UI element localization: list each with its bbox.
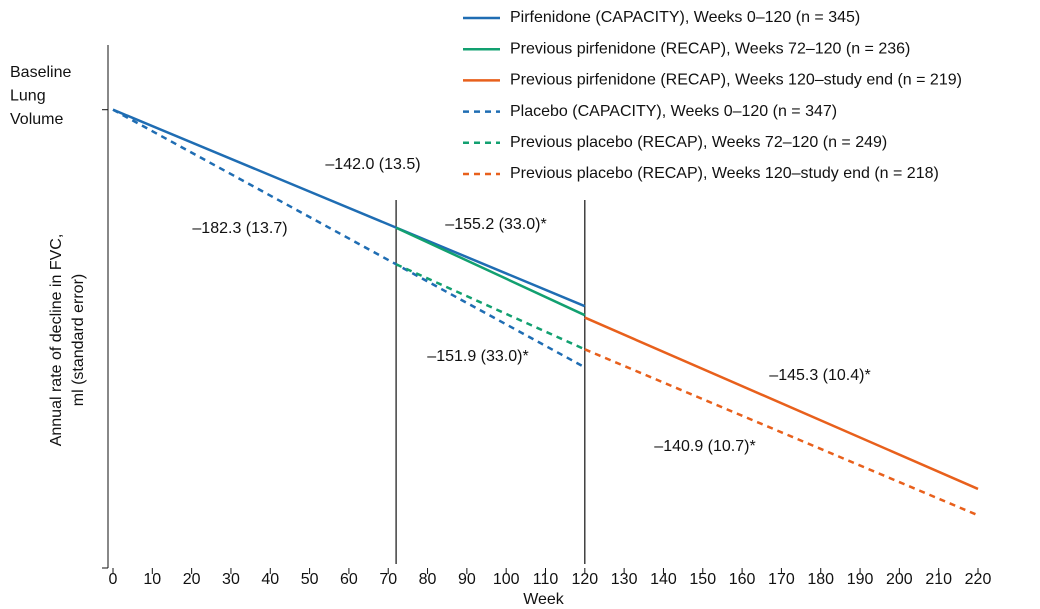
y-tick-label: Volume (10, 111, 63, 128)
x-tick-label: 200 (886, 571, 913, 588)
annotation: –145.3 (10.4)* (769, 367, 870, 384)
series-line (584, 316, 979, 491)
annotation: –140.9 (10.7)* (654, 438, 755, 455)
series-line (395, 226, 586, 317)
x-tick-label: 50 (301, 571, 319, 588)
series-line (395, 263, 586, 351)
legend-label: Previous placebo (RECAP), Weeks 120–stud… (510, 165, 939, 182)
x-tick-label: 170 (768, 571, 795, 588)
x-tick-label: 100 (493, 571, 520, 588)
x-tick-label: 80 (419, 571, 437, 588)
x-tick-label: 40 (261, 571, 279, 588)
x-tick-label: 0 (109, 571, 118, 588)
y-axis-title: Annual rate of decline in FVC, ml (standa… (48, 234, 87, 447)
x-tick-label: 130 (611, 571, 638, 588)
x-tick-label: 20 (183, 571, 201, 588)
x-tick-label: 60 (340, 571, 358, 588)
annotation: –142.0 (13.5) (325, 156, 420, 173)
x-tick-label: 120 (571, 571, 598, 588)
annotation: –155.2 (33.0)* (445, 216, 546, 233)
annotation: –182.3 (13.7) (192, 220, 287, 237)
legend-label: Placebo (CAPACITY), Weeks 0–120 (n = 347… (510, 103, 837, 120)
y-axis-title-line: Annual rate of decline in FVC, (48, 234, 65, 447)
legend-label: Previous placebo (RECAP), Weeks 72–120 (… (510, 134, 887, 151)
legend-label: Previous pirfenidone (RECAP), Weeks 72–1… (510, 40, 910, 57)
x-tick-label: 110 (533, 571, 559, 588)
x-tick-label: 160 (729, 571, 756, 588)
legend-label: Previous pirfenidone (RECAP), Weeks 120–… (510, 72, 962, 89)
x-tick-label: 90 (458, 571, 476, 588)
x-tick-label: 140 (650, 571, 677, 588)
y-axis-title-line: ml (standard error) (70, 274, 87, 406)
series-line (112, 108, 586, 369)
series-line (112, 108, 586, 308)
y-tick-label: Lung (10, 87, 46, 104)
x-tick-label: 10 (143, 571, 161, 588)
x-tick-label: 70 (379, 571, 397, 588)
y-tick-label: Baseline (10, 64, 71, 81)
x-axis-title: Week (523, 591, 565, 608)
x-tick-label: 150 (689, 571, 716, 588)
legend-label: Pirfenidone (CAPACITY), Weeks 0–120 (n =… (510, 9, 860, 26)
x-tick-label: 30 (222, 571, 240, 588)
x-tick-label: 190 (847, 571, 874, 588)
annotation: –151.9 (33.0)* (427, 348, 528, 365)
x-tick-label: 220 (965, 571, 992, 588)
x-tick-label: 180 (807, 571, 834, 588)
series-line (584, 348, 979, 517)
x-tick-label: 210 (925, 571, 952, 588)
